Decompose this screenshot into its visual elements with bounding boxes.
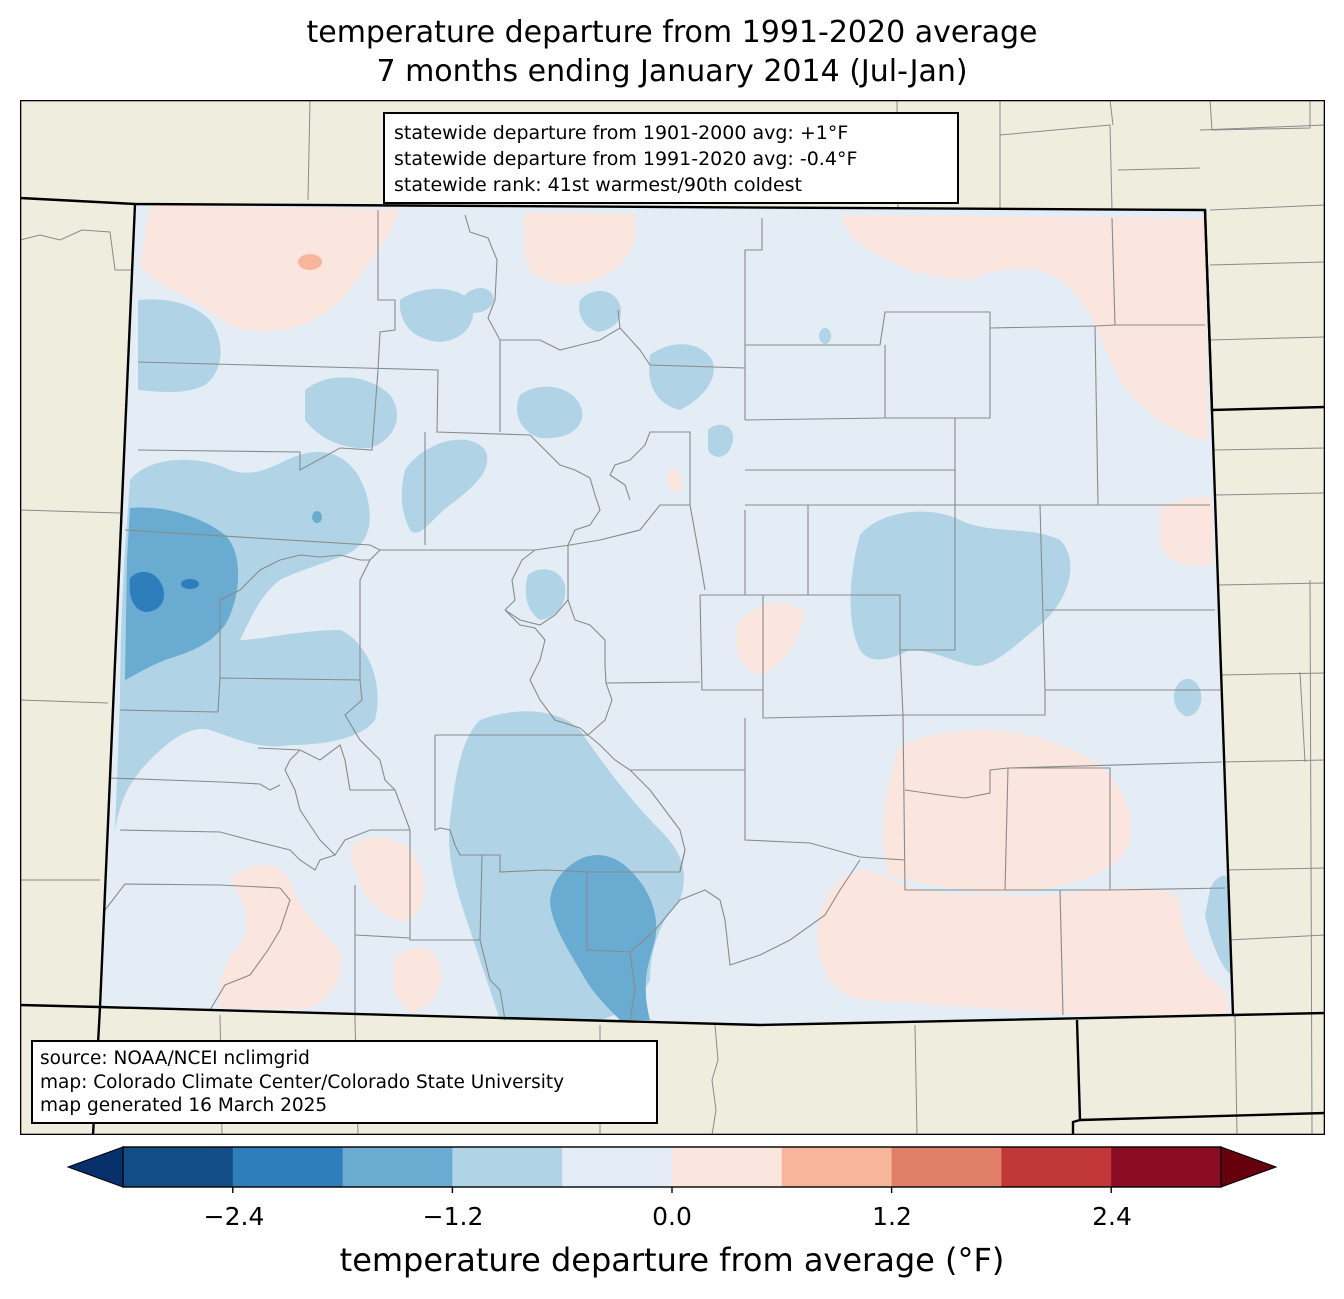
colorbar [66, 1146, 1278, 1193]
strong-cool-patch [181, 579, 199, 589]
credit-generated-date: map generated 16 March 2025 [40, 1095, 328, 1116]
stats-line-1991-2020: statewide departure from 1991-2020 avg: … [394, 148, 858, 170]
cool-patch [1205, 875, 1232, 975]
warm-patch [668, 468, 683, 492]
warm-patch [817, 730, 1230, 1015]
colorbar-segments [123, 1147, 1222, 1187]
warm-patch [218, 865, 341, 1010]
colorbar-label: temperature departure from average (°F) [339, 1241, 1005, 1279]
credit-map-author: map: Colorado Climate Center/Colorado St… [40, 1071, 565, 1093]
cool-patch [579, 290, 622, 332]
cool-patch [819, 328, 831, 344]
colorbar-ticks [232, 1187, 1112, 1193]
warm-patch [523, 212, 636, 285]
cool-patch [708, 424, 734, 457]
cool-patch [305, 377, 398, 449]
colorbar-segment [232, 1147, 344, 1187]
moderate-cool-patch [312, 511, 322, 523]
warm-patch [1160, 497, 1214, 566]
stats-line-rank: statewide rank: 41st warmest/90th coldes… [394, 174, 803, 196]
colorbar-tick-label: 1.2 [872, 1202, 912, 1231]
strong-cool-patch [129, 571, 165, 612]
warm-patch [350, 837, 425, 921]
colorbar-segment [891, 1147, 1002, 1187]
warm-patch [736, 603, 805, 675]
warm-patch [393, 947, 441, 1012]
cool-patch [516, 386, 583, 439]
map-title-line-1: temperature departure from 1991-2020 ave… [306, 15, 1038, 50]
colorbar-segment [1001, 1147, 1112, 1187]
colorbar-over-arrow [1220, 1146, 1278, 1188]
cool-patch [399, 288, 474, 342]
colorbar-tick-label: −2.4 [203, 1202, 265, 1231]
colorbar-under-arrow [66, 1146, 124, 1188]
colorbar-tick-label: 2.4 [1092, 1202, 1132, 1231]
credit-source: source: NOAA/NCEI nclimgrid [40, 1048, 310, 1069]
credits-box: source: NOAA/NCEI nclimgrid map: Colorad… [31, 1040, 658, 1124]
stats-line-1901-2000: statewide departure from 1901-2000 avg: … [394, 122, 849, 144]
map-panel [20, 100, 1325, 1135]
colorbar-segment [672, 1147, 783, 1187]
neighbor-county-lines [20, 100, 1325, 1135]
colorado-map [20, 100, 1325, 1135]
cool-patch [1173, 678, 1202, 717]
cool-patch [465, 288, 494, 313]
cool-patch [850, 511, 1071, 666]
moderate-cool-patch [550, 855, 657, 1020]
statewide-stats-box: statewide departure from 1901-2000 avg: … [383, 112, 959, 204]
colorbar-segment [562, 1147, 673, 1187]
colorado-county-lines [104, 210, 1226, 1021]
cool-patch [525, 569, 566, 620]
warm-patch [840, 215, 1208, 440]
colorbar-tick-label: 0.0 [652, 1202, 692, 1231]
colorbar-segment [1111, 1147, 1222, 1187]
colorbar-segment [452, 1147, 563, 1187]
cool-patch [138, 299, 221, 393]
warm-patch [140, 205, 400, 332]
colorbar-segment [781, 1147, 893, 1187]
cool-patch [401, 439, 488, 533]
anomaly-contours [115, 205, 1232, 1020]
cool-patch [649, 344, 714, 410]
map-title-line-2: 7 months ending January 2014 (Jul-Jan) [376, 54, 968, 89]
colorbar-segment [342, 1147, 453, 1187]
colorbar-segment [123, 1147, 234, 1187]
warm-patch-moderate [298, 254, 322, 270]
moderate-cool-patch [125, 507, 239, 680]
colorbar-tick-label: −1.2 [422, 1202, 484, 1231]
